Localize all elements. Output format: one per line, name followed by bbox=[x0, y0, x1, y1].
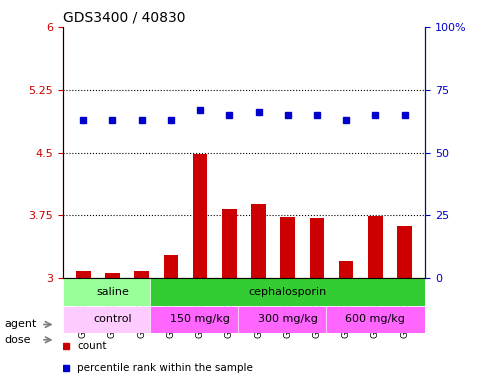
Text: GDS3400 / 40830: GDS3400 / 40830 bbox=[63, 10, 185, 24]
FancyBboxPatch shape bbox=[63, 306, 162, 333]
Bar bbox=[222, 210, 237, 278]
Text: saline: saline bbox=[96, 287, 129, 297]
Bar bbox=[164, 255, 178, 278]
FancyBboxPatch shape bbox=[150, 306, 250, 333]
Text: agent: agent bbox=[5, 319, 37, 329]
Text: 600 mg/kg: 600 mg/kg bbox=[345, 314, 405, 324]
Text: dose: dose bbox=[5, 335, 31, 345]
Bar bbox=[251, 204, 266, 278]
Text: 300 mg/kg: 300 mg/kg bbox=[258, 314, 318, 324]
Bar bbox=[193, 154, 207, 278]
Text: percentile rank within the sample: percentile rank within the sample bbox=[77, 362, 253, 373]
Text: 150 mg/kg: 150 mg/kg bbox=[170, 314, 230, 324]
Bar bbox=[76, 271, 90, 278]
Bar bbox=[134, 271, 149, 278]
FancyBboxPatch shape bbox=[238, 306, 338, 333]
Bar bbox=[310, 218, 324, 278]
FancyBboxPatch shape bbox=[326, 306, 425, 333]
Text: count: count bbox=[77, 341, 107, 351]
Bar bbox=[339, 262, 354, 278]
Bar bbox=[281, 217, 295, 278]
FancyBboxPatch shape bbox=[63, 278, 162, 306]
FancyBboxPatch shape bbox=[150, 278, 425, 306]
Text: cephalosporin: cephalosporin bbox=[249, 287, 327, 297]
Text: control: control bbox=[93, 314, 132, 324]
Bar bbox=[105, 273, 120, 278]
Bar bbox=[398, 226, 412, 278]
Bar bbox=[368, 216, 383, 278]
